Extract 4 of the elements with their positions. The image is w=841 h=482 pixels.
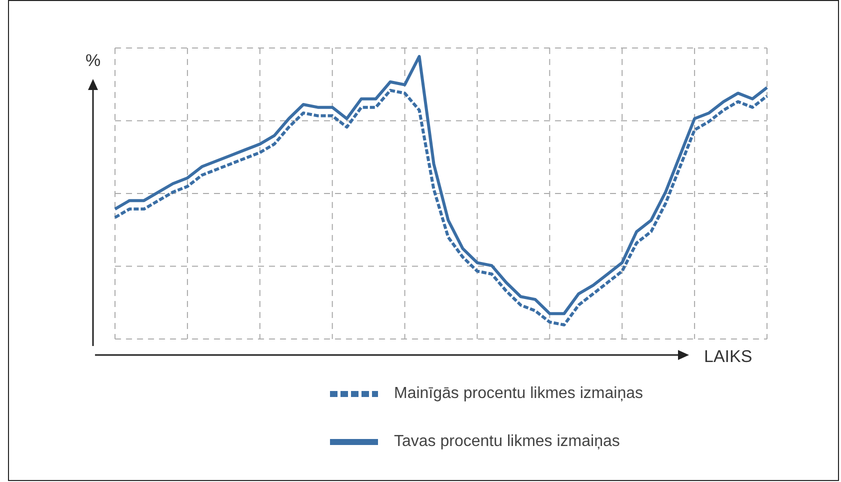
legend-label: Mainīgās procentu likmes izmaiņas	[394, 384, 643, 402]
x-axis-title: LAIKS	[704, 347, 752, 366]
y-axis-title: %	[85, 51, 101, 70]
legend-label: Tavas procentu likmes izmaiņas	[394, 432, 620, 450]
